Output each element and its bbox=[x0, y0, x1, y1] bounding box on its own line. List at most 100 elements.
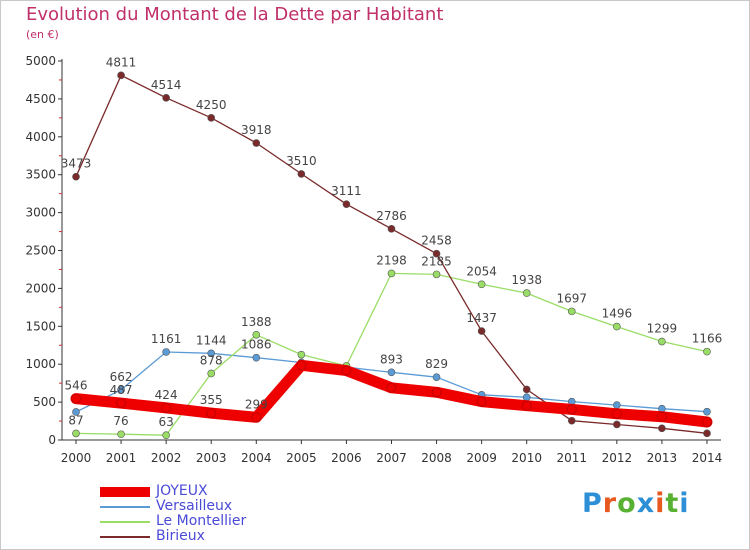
data-point bbox=[387, 225, 396, 233]
data-point bbox=[658, 337, 666, 346]
data-label: 487 bbox=[110, 383, 133, 397]
data-point bbox=[117, 386, 125, 394]
data-labels: 546 487 424 355 299 662 1161 1144 1086 893 829 87 76… bbox=[61, 55, 723, 429]
data-point bbox=[72, 408, 80, 416]
x-tick-label: 2012 bbox=[602, 451, 633, 465]
data-label: 1144 bbox=[196, 333, 227, 347]
data-point bbox=[431, 387, 442, 398]
data-label: 4514 bbox=[151, 78, 182, 92]
data-label: 1496 bbox=[602, 307, 633, 321]
data-label: 3111 bbox=[331, 184, 362, 198]
x-tick-label: 2006 bbox=[331, 451, 362, 465]
data-point bbox=[658, 424, 666, 433]
axes: 0 500 1000 1500 2000 2500 3000 3500 4000 4500 5000… bbox=[25, 54, 722, 465]
data-point bbox=[612, 409, 622, 419]
data-point bbox=[613, 420, 621, 429]
data-point bbox=[703, 407, 711, 416]
x-tick-label: 2008 bbox=[421, 451, 452, 465]
data-label: 2786 bbox=[376, 209, 407, 223]
data-point bbox=[657, 411, 667, 422]
data-point bbox=[297, 350, 306, 359]
data-label: 3510 bbox=[286, 154, 317, 168]
series-layer bbox=[70, 71, 713, 440]
legend-label: Birieux bbox=[156, 528, 205, 544]
logo-letter: o bbox=[617, 488, 637, 519]
legend-swatch bbox=[100, 505, 150, 508]
data-point bbox=[71, 393, 81, 404]
legend-label: Versailleux bbox=[156, 498, 233, 514]
data-label: 1697 bbox=[556, 291, 587, 305]
data-point bbox=[342, 200, 351, 208]
chart-title: Evolution du Montant de la Dette par Hab… bbox=[26, 4, 444, 25]
data-point bbox=[72, 172, 80, 181]
x-tick-label: 2013 bbox=[647, 451, 678, 465]
data-label: 878 bbox=[200, 353, 223, 367]
x-tick-label: 2001 bbox=[106, 451, 137, 465]
x-tick-label: 2010 bbox=[511, 451, 542, 465]
x-tick-label: 2000 bbox=[61, 451, 92, 465]
legend-swatch bbox=[100, 486, 150, 497]
data-label: 3473 bbox=[61, 157, 92, 171]
data-label: 1161 bbox=[151, 332, 182, 346]
data-label: 1938 bbox=[511, 273, 542, 287]
y-tick-label: 3000 bbox=[25, 206, 56, 220]
data-label: 299 bbox=[245, 397, 268, 411]
y-tick-label: 1500 bbox=[25, 319, 56, 333]
data-point bbox=[252, 139, 261, 147]
x-tick-label: 2011 bbox=[556, 451, 587, 465]
data-label: 1388 bbox=[241, 315, 272, 329]
data-point bbox=[387, 368, 396, 377]
legend-label: JOYEUX bbox=[156, 483, 208, 499]
data-label: 4811 bbox=[106, 55, 137, 69]
data-label: 546 bbox=[65, 379, 88, 393]
logo-letter: i bbox=[655, 488, 666, 519]
data-point bbox=[72, 429, 80, 438]
data-point bbox=[703, 347, 711, 356]
x-tick-label: 2009 bbox=[466, 451, 497, 465]
legend-item-versailleux: Versailleux bbox=[100, 498, 233, 514]
y-tick-label: 5000 bbox=[25, 54, 56, 68]
data-point bbox=[476, 396, 487, 407]
data-label: 87 bbox=[68, 413, 83, 427]
data-label: 4250 bbox=[196, 98, 227, 112]
data-point bbox=[521, 400, 532, 411]
series-versailleux bbox=[72, 348, 711, 416]
data-point bbox=[522, 393, 531, 402]
data-label: 2054 bbox=[466, 264, 497, 278]
logo-letter: P bbox=[582, 488, 603, 519]
data-point bbox=[522, 289, 531, 297]
data-point bbox=[477, 280, 486, 289]
data-label: 829 bbox=[425, 357, 448, 371]
data-point bbox=[207, 349, 216, 358]
data-label: 662 bbox=[110, 370, 133, 384]
x-tick-label: 2014 bbox=[692, 451, 723, 465]
data-label: 2198 bbox=[376, 253, 407, 267]
logo-letter: t bbox=[665, 488, 680, 519]
y-tick-label: 3500 bbox=[25, 168, 56, 182]
data-label: 1166 bbox=[692, 332, 723, 346]
data-point bbox=[477, 327, 486, 335]
x-tick-label: 2003 bbox=[196, 451, 227, 465]
data-point bbox=[522, 385, 531, 394]
data-point bbox=[613, 401, 621, 409]
data-point bbox=[341, 365, 352, 376]
chart-subtitle: (en €) bbox=[26, 28, 59, 41]
y-tick-label: 1000 bbox=[25, 357, 56, 371]
data-point bbox=[386, 382, 397, 393]
data-label: 3918 bbox=[241, 123, 272, 137]
data-point bbox=[162, 431, 170, 440]
series-birieux bbox=[72, 71, 711, 438]
data-point bbox=[116, 398, 126, 408]
data-label: 63 bbox=[158, 415, 173, 429]
proxiti-logo: Proxiti bbox=[582, 488, 690, 519]
data-point bbox=[567, 416, 576, 425]
legend-item-joyeux: JOYEUX bbox=[100, 483, 208, 499]
data-point bbox=[117, 430, 125, 439]
data-point bbox=[117, 71, 125, 80]
data-point bbox=[613, 322, 621, 331]
y-tick-label: 2500 bbox=[25, 244, 56, 258]
data-point bbox=[252, 353, 261, 362]
logo-letter: i bbox=[679, 488, 690, 519]
